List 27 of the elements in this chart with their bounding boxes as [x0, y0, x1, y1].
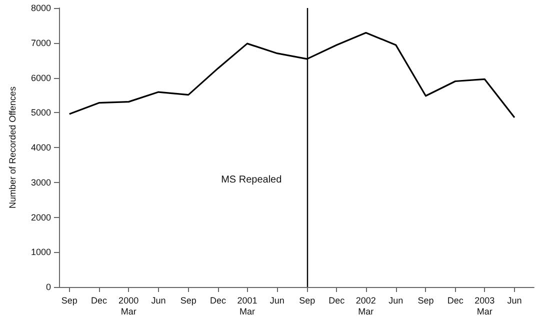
- y-tick-label: 0: [46, 282, 51, 292]
- x-tick-label: Sep: [180, 296, 196, 306]
- x-tick-label: Sep: [299, 296, 316, 306]
- y-tick-label: 7000: [30, 38, 51, 48]
- y-tick-label: 4000: [30, 142, 51, 152]
- x-tick-label: 2000 Mar: [118, 296, 139, 316]
- x-tick-label: 2002 Mar: [356, 296, 376, 316]
- x-tick-label: Jun: [507, 296, 522, 306]
- x-tick-label: Jun: [151, 296, 166, 306]
- y-tick-label: 5000: [30, 108, 51, 118]
- x-tick-label: Dec: [90, 296, 108, 306]
- x-tick-label: Sep: [61, 296, 78, 306]
- y-tick-label: 1000: [30, 247, 51, 258]
- y-tick-label: 8000: [30, 3, 51, 13]
- x-tick-label: Dec: [328, 296, 346, 306]
- y-tick-label: 6000: [30, 72, 51, 83]
- ref-line-label: MS Repealed: [221, 174, 282, 186]
- x-tick-label: 2003 Mar: [474, 296, 495, 316]
- y-axis-title: Number of Recorded Offences: [8, 86, 18, 208]
- x-tick-label: Dec: [210, 296, 226, 306]
- x-tick-label: Jun: [388, 296, 404, 306]
- x-tick-label: 2001 Mar: [237, 296, 258, 316]
- y-tick-label: 3000: [30, 177, 51, 188]
- x-tick-label: Sep: [418, 296, 434, 306]
- x-tick-label: Dec: [447, 296, 464, 306]
- y-tick-label: 2000: [30, 212, 51, 222]
- x-tick-label: Jun: [270, 296, 284, 306]
